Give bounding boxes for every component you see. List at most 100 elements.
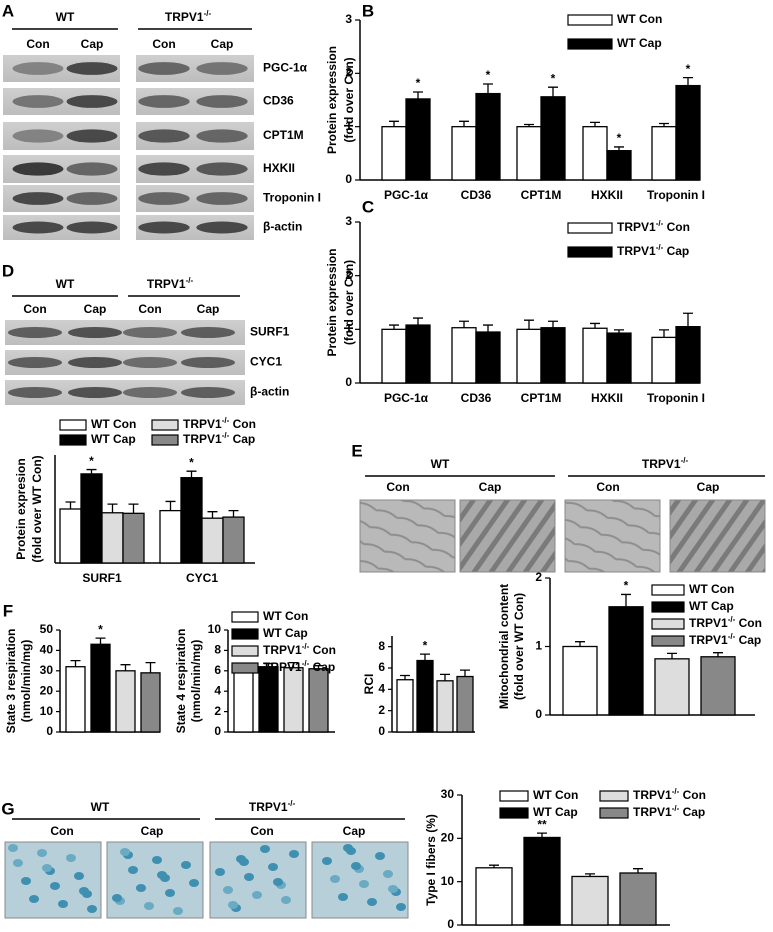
error-bar [389,324,399,330]
legend-swatch [499,790,529,802]
blot-band [68,387,122,398]
bar [608,606,644,716]
lane-label: Cap [81,37,104,51]
bar [606,332,632,384]
x-tick-label: CPT1M [521,188,562,202]
y-tick-label: 2 [535,570,542,584]
error-bar [621,593,631,607]
bar [122,512,145,564]
error-bar [524,319,534,330]
y-tick-label: 0 [345,375,352,389]
stained-fiber [128,866,138,874]
stained-fiber [244,873,254,881]
stained-fiber [236,855,246,863]
stained-fiber [181,861,191,869]
x-tick-label: HXKII [591,391,623,405]
y-tick-label: 8 [378,639,385,653]
x-tick-label: CD36 [461,391,492,405]
stained-fiber [66,854,76,862]
blot-band [66,129,118,143]
bar [700,656,736,716]
protein-label: HXKII [263,161,295,175]
error-bar [145,661,156,673]
error-bar [459,120,469,127]
bar [381,328,407,384]
lane-label: Con [386,480,409,494]
error-bar [165,500,176,511]
blot-band [68,357,122,368]
blot-band [138,162,190,176]
bar [115,670,136,733]
legend-swatch [599,790,629,802]
bar [201,517,224,564]
stained-fiber [338,893,348,901]
x-tick-label: Troponin I [647,188,705,202]
error-bar [459,320,469,328]
bar [233,668,254,733]
bar [540,327,566,384]
lane-label: Con [152,37,175,51]
lane-label: Con [596,480,619,494]
protein-label: PGC-1α [263,61,308,75]
blot-band [181,387,235,398]
y-tick-label: 50 [40,622,54,636]
blot-band [12,192,64,205]
protein-label: β-actin [263,220,302,234]
bar [582,126,608,181]
error-bar [107,503,118,513]
stained-fiber [252,891,262,899]
y-tick-label: 20 [40,683,54,697]
stained-fiber [50,882,60,890]
error-bar [483,324,493,333]
lane-label: Cap [211,37,234,51]
stained-fiber [112,894,122,902]
blot-band [138,192,190,205]
y-axis-label: State 4 respiration [174,629,188,734]
y-tick-label: 1 [345,322,352,336]
stained-fiber [330,875,340,883]
lane-label: Cap [197,302,220,316]
error-bar [313,665,324,669]
bar [436,680,454,733]
blot-band [8,387,62,398]
bar [90,643,111,733]
bar [396,679,414,733]
blot-band [68,327,122,338]
legend-label: TRPV1-/- Con [183,416,256,432]
stained-fiber [8,844,18,852]
blot-band [12,221,64,234]
bar [456,675,474,733]
protein-label: SURF1 [250,325,290,339]
y-axis-label: Mitochondrial content [497,584,511,709]
blot-band [138,221,190,234]
legend-label: WT Cap [617,36,662,50]
micrograph [564,499,661,573]
group-label: WT [91,800,110,814]
x-tick-label: CD36 [461,188,492,202]
legend-swatch [231,662,259,674]
error-bar [590,322,600,329]
bar [283,667,304,733]
bar [451,327,477,384]
group-label: WT [431,457,450,471]
panel-letter: A [2,1,14,20]
legend-label: TRPV1-/- Con [689,615,762,631]
bar [80,473,103,564]
legend-swatch [651,601,685,613]
error-bar [86,468,97,474]
group-label: TRPV1-/- [147,276,194,292]
error-bar [207,511,218,519]
group-label: WT [56,277,75,291]
y-axis-label: RCI [362,674,376,695]
blot-band [123,357,177,368]
micrograph [311,841,409,919]
stained-fiber [268,863,278,871]
legend-swatch [59,419,87,431]
y-tick-label: 4 [214,683,221,697]
bar [571,875,609,926]
stained-fiber [281,896,291,904]
legend-swatch [567,246,613,258]
error-bar [413,91,423,99]
error-bar [659,122,669,127]
stained-fiber [136,884,146,892]
